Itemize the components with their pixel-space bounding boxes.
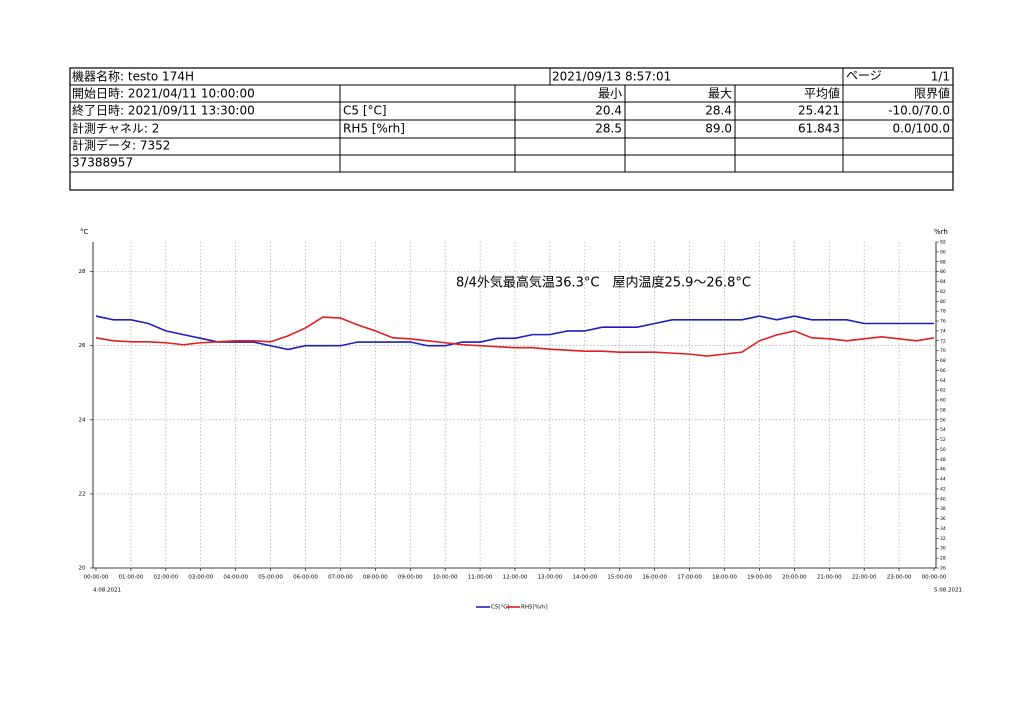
x-tick-label: 01:00:00: [119, 575, 144, 581]
cell: 20.4: [595, 104, 622, 118]
annotation: 8/4外気最高気温36.3°C 屋内温度25.9～26.8°C: [456, 275, 751, 291]
data-line: [95, 315, 934, 351]
y2-tick-label: 40: [940, 496, 946, 502]
cell: 89.0: [705, 122, 732, 136]
cell: 28.5: [595, 122, 622, 136]
x-tick-label: 15:00:00: [607, 575, 632, 581]
y2-tick-label: 36: [940, 516, 946, 522]
x-tick-label: 17:00:00: [677, 575, 702, 581]
y2-tick-label: 70: [940, 348, 946, 354]
y2-tick-label: 28: [940, 556, 946, 562]
cell: -10.0/70.0: [888, 104, 950, 118]
y2-tick-label: 82: [940, 289, 946, 295]
y2-tick-label: 58: [940, 407, 946, 413]
legend-label: C5[°C]: [491, 605, 509, 611]
x-start-date: 4.08.2021: [93, 588, 121, 594]
cell: C5 [°C]: [343, 104, 387, 118]
cell: 計測チャネル: 2: [72, 121, 159, 136]
y2-tick-label: 26: [940, 566, 946, 572]
y2-tick-label: 84: [940, 279, 946, 285]
legend-label: RH5[%rh]: [521, 605, 548, 611]
y-tick-label: 20: [79, 566, 86, 572]
cell: 平均値: [804, 86, 840, 101]
y-axis-label: °C: [80, 228, 89, 236]
y2-tick-label: 64: [940, 378, 946, 384]
y-tick-label: 28: [79, 269, 86, 275]
cell: 61.843: [798, 122, 840, 136]
x-end-date: 5.08.2021: [934, 588, 962, 594]
y-tick-label: 24: [79, 417, 86, 423]
y-tick-label: 26: [79, 343, 86, 349]
y-tick-label: 22: [79, 491, 86, 497]
y2-tick-label: 60: [940, 398, 946, 404]
y2-tick-label: 50: [940, 447, 946, 453]
y2-tick-label: 90: [940, 249, 946, 255]
x-tick-label: 14:00:00: [572, 575, 597, 581]
x-tick-label: 12:00:00: [503, 575, 528, 581]
cell: 開始日時: 2021/04/11 10:00:00: [72, 87, 255, 101]
data-line: [95, 316, 935, 357]
y2-tick-label: 38: [940, 506, 946, 512]
y2-tick-label: 32: [940, 536, 946, 542]
x-tick-label: 16:00:00: [642, 575, 667, 581]
x-tick-label: 09:00:00: [398, 575, 423, 581]
x-tick-label: 10:00:00: [433, 575, 458, 581]
cell: 限界値: [914, 86, 950, 101]
x-tick-label: 03:00:00: [188, 575, 213, 581]
y2-axis-label: %rh: [934, 228, 948, 236]
table-grid: [69, 67, 954, 191]
y2-tick-label: 78: [940, 309, 946, 315]
y2-tick-label: 76: [940, 319, 946, 325]
y2-tick-label: 52: [940, 437, 946, 443]
x-tick-label: 13:00:00: [538, 575, 563, 581]
y2-tick-label: 62: [940, 388, 946, 394]
cell: 機器名称: testo 174H: [72, 69, 194, 84]
y2-tick-label: 30: [940, 546, 946, 552]
cell: 37388957: [72, 156, 133, 170]
cell: 0.0/100.0: [893, 122, 950, 136]
y2-tick-label: 92: [940, 240, 946, 246]
y2-tick-label: 56: [940, 417, 946, 423]
cell: 28.4: [705, 104, 732, 118]
cell: RH5 [%rh]: [343, 122, 405, 136]
y2-tick-label: 42: [940, 486, 946, 492]
x-tick-label: 07:00:00: [328, 575, 353, 581]
table-frame: [69, 67, 954, 191]
y2-tick-label: 54: [940, 427, 946, 433]
x-tick-label: 22:00:00: [852, 575, 877, 581]
x-tick-label: 08:00:00: [363, 575, 388, 581]
cell: 終了日時: 2021/09/11 13:30:00: [72, 103, 255, 118]
x-tick-label: 11:00:00: [468, 575, 493, 581]
cell: 最小: [598, 87, 622, 101]
x-tick-label: 21:00:00: [817, 575, 842, 581]
y2-tick-label: 46: [940, 467, 946, 473]
y2-tick-label: 48: [940, 457, 946, 463]
cell: ページ: [846, 69, 882, 83]
y2-tick-label: 34: [940, 526, 946, 532]
x-tick-label: 23:00:00: [887, 575, 912, 581]
y2-tick-label: 68: [940, 358, 946, 364]
y2-tick-label: 72: [940, 338, 946, 344]
y2-tick-label: 80: [940, 299, 946, 305]
x-tick-label: 06:00:00: [293, 575, 318, 581]
x-tick-label: 02:00:00: [153, 575, 178, 581]
y2-tick-label: 44: [940, 477, 946, 483]
x-tick-label: 00:00:00: [84, 575, 109, 581]
x-tick-label: 20:00:00: [782, 575, 807, 581]
x-tick-label: 00:00:00: [922, 575, 947, 581]
x-tick-label: 04:00:00: [223, 575, 248, 581]
x-tick-label: 19:00:00: [747, 575, 772, 581]
cell: 最大: [708, 87, 732, 101]
cell: 2021/09/13 8:57:01: [552, 70, 671, 84]
y2-tick-label: 66: [940, 368, 946, 374]
cell: 計測データ: 7352: [72, 138, 170, 153]
cell: 25.421: [798, 104, 840, 118]
x-tick-label: 18:00:00: [712, 575, 737, 581]
y2-tick-label: 86: [940, 269, 946, 275]
y2-tick-label: 74: [940, 328, 946, 334]
cell: 1/1: [931, 70, 950, 84]
x-tick-label: 05:00:00: [258, 575, 283, 581]
y2-tick-label: 88: [940, 259, 946, 265]
